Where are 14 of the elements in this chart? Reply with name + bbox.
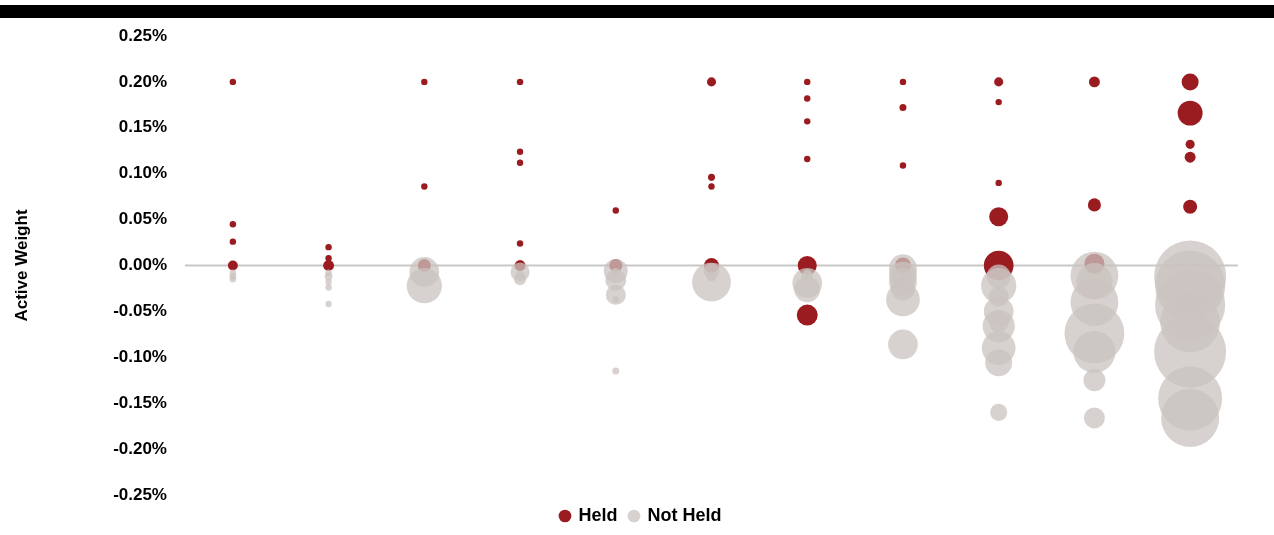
y-tick-label: -0.20% — [113, 438, 167, 458]
y-tick-label: -0.25% — [113, 484, 167, 504]
y-tick-label: 0.00% — [118, 255, 167, 275]
legend-label: Held — [578, 504, 618, 525]
y-axis-title: Active Weight — [11, 209, 31, 322]
legend-label: Not Held — [647, 504, 722, 525]
y-tick-label: 0.15% — [118, 117, 167, 137]
y-tick-label: 0.20% — [118, 71, 167, 91]
y-tick-label: -0.15% — [113, 392, 167, 412]
y-tick-label: 0.05% — [118, 209, 167, 229]
y-tick-label: -0.10% — [113, 346, 167, 366]
y-tick-label: 0.10% — [118, 163, 167, 183]
y-tick-label: 0.25% — [118, 25, 167, 45]
y-tick-label: -0.05% — [113, 301, 167, 321]
